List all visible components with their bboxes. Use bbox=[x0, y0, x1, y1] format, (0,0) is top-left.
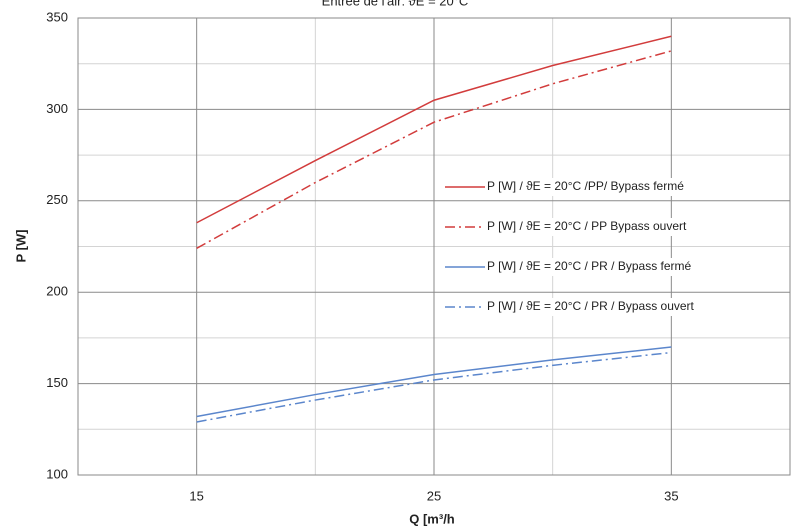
y-axis-label: P [W] bbox=[13, 230, 28, 263]
x-tick-label: 25 bbox=[427, 488, 441, 503]
legend-label: P [W] / ϑE = 20°C / PR / Bypass ouvert bbox=[487, 299, 695, 313]
x-axis-label: Q [m³/h bbox=[409, 511, 455, 526]
y-tick-label: 200 bbox=[46, 284, 68, 299]
legend-bg bbox=[485, 258, 789, 276]
x-tick-label: 15 bbox=[189, 488, 203, 503]
legend-bg bbox=[485, 298, 789, 316]
legend-label: P [W] / ϑE = 20°C /PP/ Bypass fermé bbox=[487, 179, 684, 193]
chart-title: Entrée de l'air: ϑE = 20°C bbox=[322, 0, 469, 8]
legend-bg bbox=[485, 178, 789, 196]
legend-bg bbox=[485, 218, 789, 236]
legend-label: P [W] / ϑE = 20°C / PR / Bypass fermé bbox=[487, 259, 692, 273]
x-tick-label: 35 bbox=[664, 488, 678, 503]
series-line bbox=[196, 50, 672, 249]
y-tick-label: 100 bbox=[46, 466, 68, 481]
series-line bbox=[196, 35, 672, 224]
y-tick-label: 300 bbox=[46, 101, 68, 116]
y-tick-label: 150 bbox=[46, 375, 68, 390]
series-line bbox=[196, 351, 672, 423]
plot-frame bbox=[77, 17, 791, 476]
legend-label: P [W] / ϑE = 20°C / PP Bypass ouvert bbox=[487, 219, 687, 233]
series-line bbox=[196, 346, 672, 418]
y-tick-label: 250 bbox=[46, 192, 68, 207]
y-tick-label: 350 bbox=[46, 9, 68, 24]
